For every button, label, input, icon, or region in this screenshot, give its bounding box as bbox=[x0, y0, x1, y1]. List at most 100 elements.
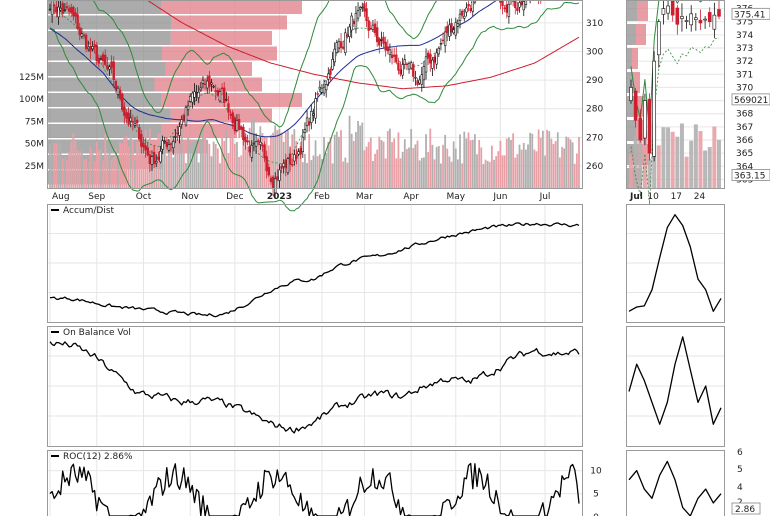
candle-body bbox=[97, 57, 101, 64]
volume-bar bbox=[112, 156, 115, 188]
volume-bar bbox=[106, 154, 109, 188]
candle-body bbox=[514, 0, 517, 8]
candle-body bbox=[301, 136, 305, 153]
candle-body bbox=[361, 6, 364, 9]
volume-bar bbox=[134, 159, 136, 188]
candle-body bbox=[133, 123, 137, 126]
candle-body bbox=[429, 53, 432, 64]
volume-bar bbox=[467, 132, 470, 188]
candle-body bbox=[397, 62, 400, 71]
candle-body bbox=[424, 56, 428, 73]
volume-bar bbox=[374, 153, 376, 188]
roc-inset-tick-label: 6 bbox=[737, 448, 743, 458]
candle-body bbox=[363, 3, 366, 12]
candle-body bbox=[395, 54, 398, 63]
candle-body bbox=[84, 34, 88, 50]
candle-body bbox=[197, 91, 200, 99]
volume-bar bbox=[531, 133, 534, 188]
price-by-volume-bar bbox=[170, 31, 272, 45]
volume-bar bbox=[278, 128, 281, 188]
volume-bar bbox=[514, 157, 517, 188]
volume-bar bbox=[567, 137, 570, 188]
volume-bar bbox=[382, 141, 385, 188]
candle-body bbox=[458, 13, 462, 21]
inset-price-tick-label: 373 bbox=[736, 44, 753, 54]
candle-body bbox=[220, 87, 224, 90]
volume-bar bbox=[329, 137, 332, 188]
inset-price-tick-label: 365 bbox=[736, 149, 753, 159]
volume-bar bbox=[482, 163, 485, 188]
volume-bar bbox=[242, 132, 245, 188]
candle-body bbox=[316, 93, 319, 95]
inset-pbv-bar bbox=[637, 0, 648, 21]
candle-body bbox=[240, 126, 243, 130]
volume-bar bbox=[561, 146, 563, 188]
volume-bar bbox=[423, 157, 425, 188]
volume-bar bbox=[114, 148, 117, 188]
candle-body bbox=[401, 64, 404, 76]
candle-body bbox=[269, 177, 273, 182]
candle-body bbox=[218, 91, 222, 102]
inset-price-tick-label: 364 bbox=[736, 162, 753, 172]
volume-bar bbox=[537, 129, 540, 188]
volume-bar bbox=[480, 147, 483, 188]
candle-body bbox=[163, 140, 166, 143]
volume-bar bbox=[172, 157, 175, 188]
candle-body bbox=[65, 6, 69, 9]
candle-body bbox=[390, 54, 394, 59]
volume-bar bbox=[495, 156, 498, 188]
price-by-volume-bar bbox=[47, 31, 171, 45]
candle-body bbox=[384, 41, 387, 51]
volume-bar bbox=[129, 133, 132, 188]
inset-top-price-label: 375.41 bbox=[734, 10, 766, 20]
volume-bar bbox=[74, 141, 77, 188]
volume-bar bbox=[227, 153, 230, 188]
panel-frame bbox=[47, 450, 583, 516]
candle-body bbox=[214, 90, 217, 93]
volume-bar bbox=[178, 143, 181, 188]
candle-body bbox=[106, 64, 109, 70]
volume-bar bbox=[469, 140, 472, 188]
price-by-volume-bar bbox=[165, 62, 252, 76]
price-by-volume-bar bbox=[171, 15, 287, 30]
volume-bar bbox=[569, 139, 572, 188]
candle-body bbox=[178, 126, 181, 136]
candle-body bbox=[356, 10, 360, 19]
x-axis-label: Jun bbox=[492, 192, 507, 202]
candle-body bbox=[341, 46, 345, 49]
volume-bar bbox=[297, 149, 300, 188]
volume-bar bbox=[408, 147, 410, 188]
volume-bar bbox=[85, 158, 88, 188]
volume-bar bbox=[355, 132, 357, 188]
inset-candle-body bbox=[656, 21, 661, 56]
candle-body bbox=[271, 176, 275, 189]
candle-body bbox=[378, 38, 381, 46]
volume-bar bbox=[261, 133, 264, 188]
volume-bar bbox=[208, 143, 211, 188]
candle-body bbox=[314, 98, 317, 119]
volume-bar bbox=[461, 163, 464, 188]
volume-bar bbox=[80, 149, 83, 188]
candle-body bbox=[206, 80, 209, 89]
volume-bar bbox=[165, 155, 168, 188]
volume-bar bbox=[493, 159, 495, 188]
inset-price-tick-label: 370 bbox=[736, 83, 753, 93]
candle-body bbox=[471, 0, 474, 12]
inset-price-tick-label: 367 bbox=[736, 123, 753, 133]
candle-body bbox=[305, 117, 309, 126]
candle-body bbox=[254, 141, 258, 147]
candle-body bbox=[365, 8, 368, 22]
inset-volume-bar bbox=[684, 156, 689, 188]
volume-bar bbox=[425, 134, 427, 188]
volume-bar bbox=[204, 133, 206, 188]
volume-bar bbox=[91, 150, 94, 188]
volume-bar bbox=[427, 152, 430, 188]
candle-body bbox=[426, 52, 430, 59]
candle-body bbox=[57, 6, 60, 18]
volume-bar bbox=[193, 139, 196, 188]
bollinger-upper-line bbox=[92, 0, 438, 128]
volume-bar bbox=[575, 153, 578, 188]
inset-volume-bar bbox=[656, 145, 661, 188]
volume-bar bbox=[335, 131, 338, 188]
volume-bar bbox=[372, 160, 374, 188]
